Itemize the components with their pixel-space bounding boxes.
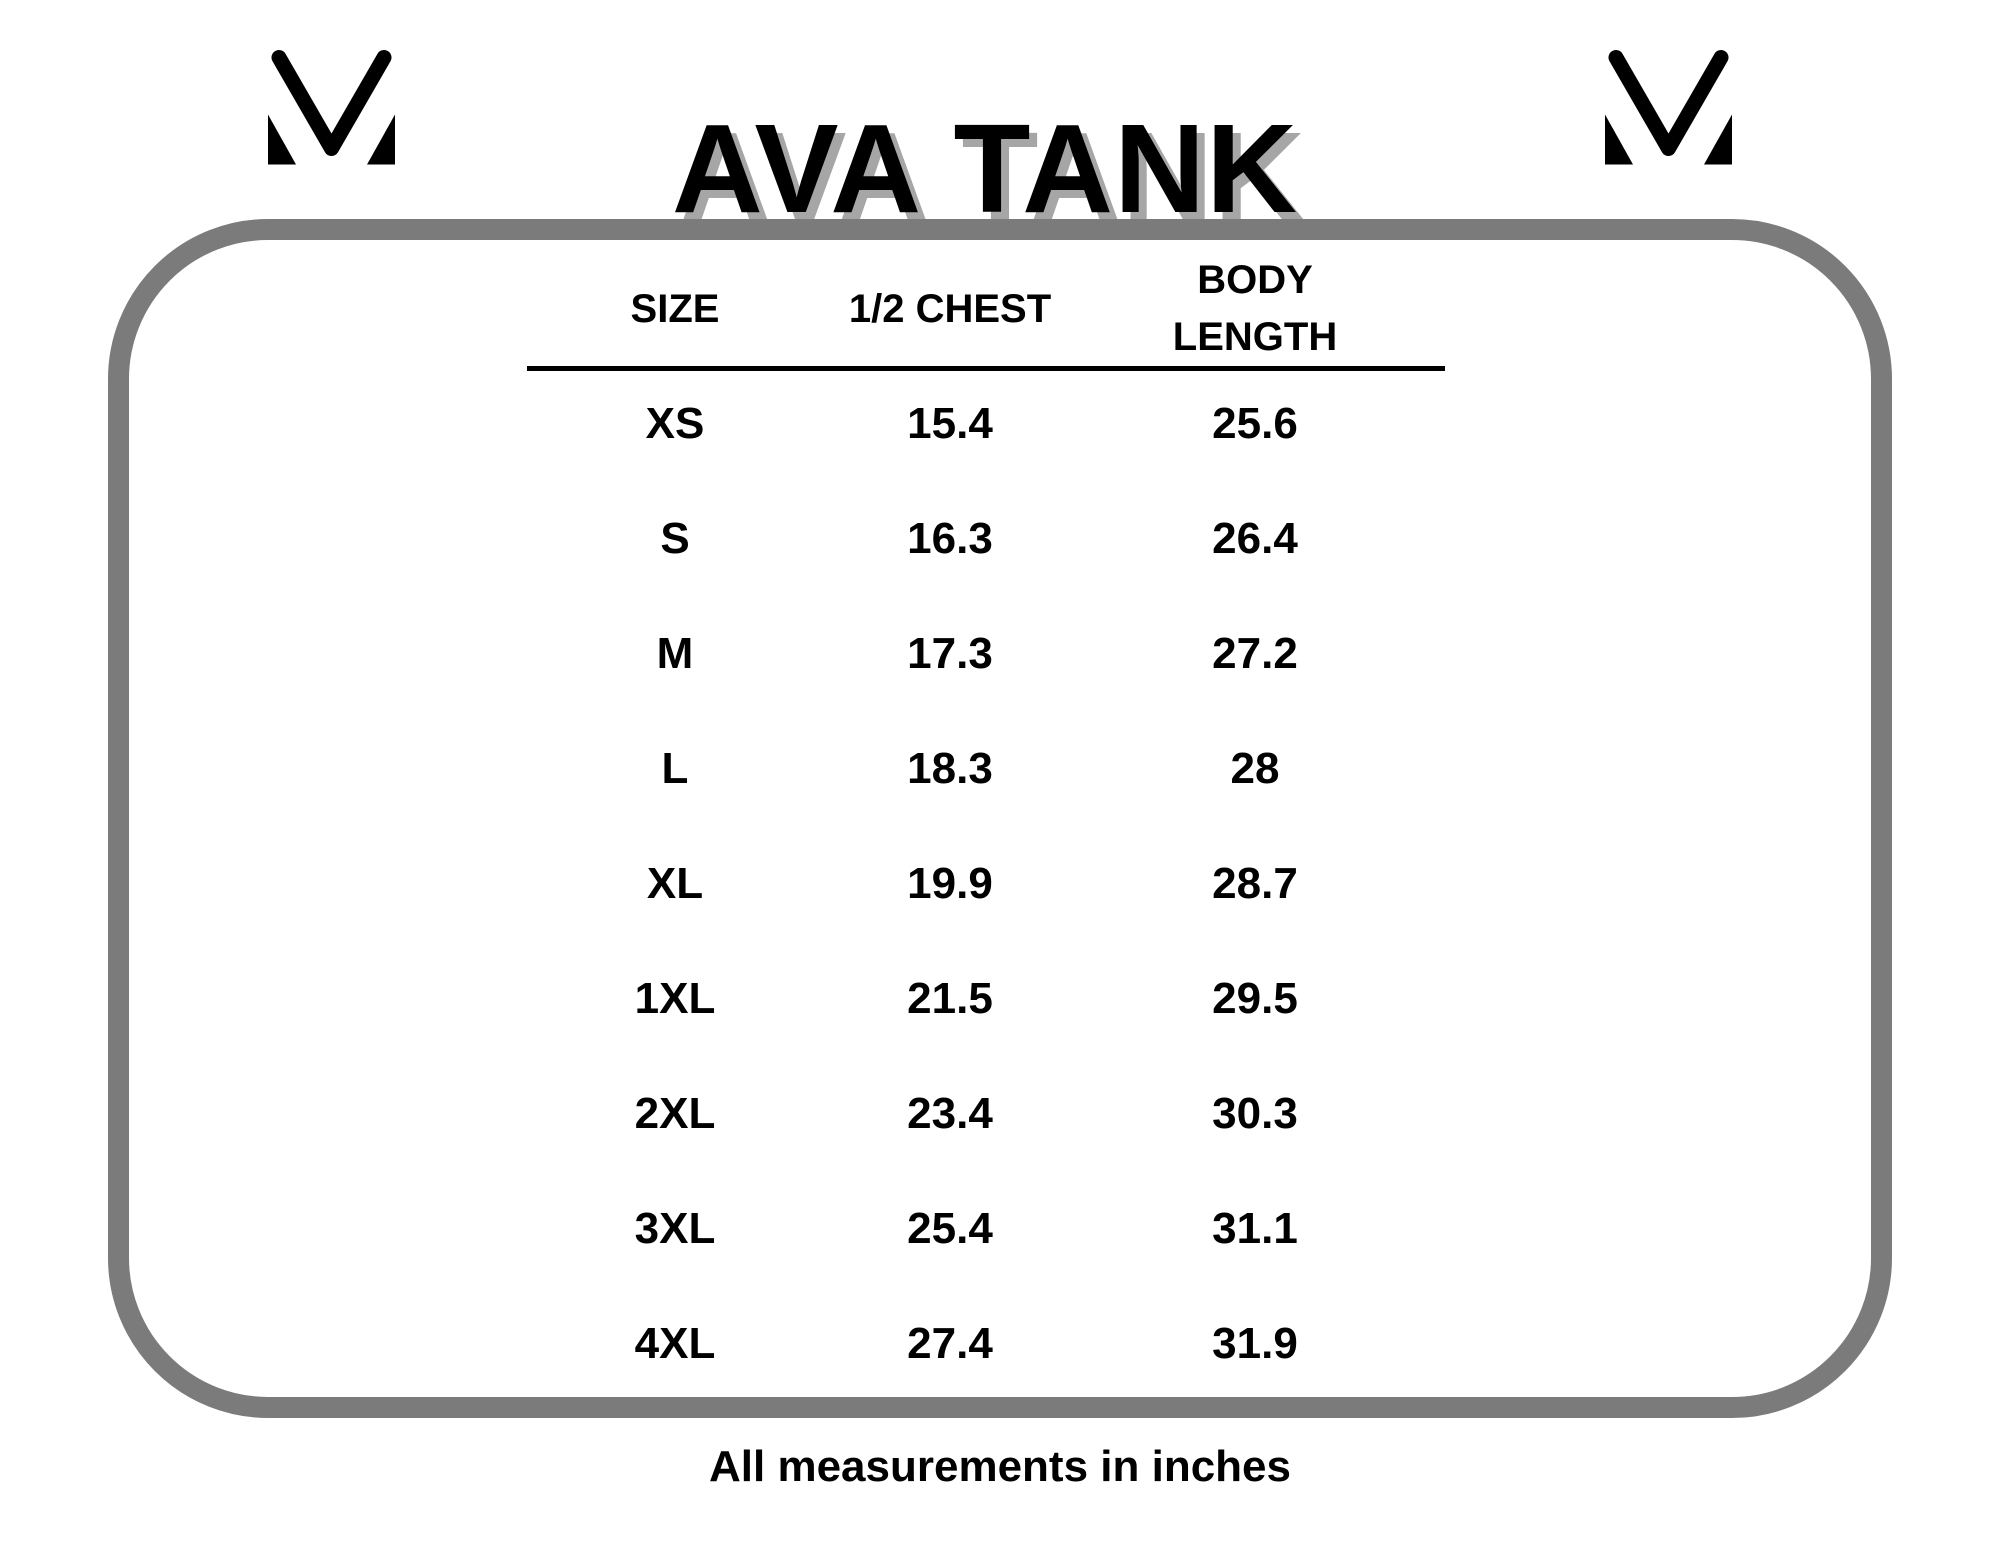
table-row: XL 19.9 28.7 — [530, 826, 1430, 941]
size-cell: 4XL — [634, 1318, 716, 1368]
body-length-cell: 29.5 — [1212, 973, 1298, 1023]
size-cell: M — [656, 628, 694, 678]
column-header-body-length: BODY LENGTH — [1080, 252, 1430, 366]
size-cell: L — [661, 743, 689, 793]
size-cell: 3XL — [634, 1203, 716, 1253]
half-chest-cell: 16.3 — [907, 513, 993, 563]
body-length-cell: 26.4 — [1212, 513, 1298, 563]
table-row: L 18.3 28 — [530, 711, 1430, 826]
table-header-row: SIZE 1/2 CHEST BODY LENGTH — [530, 252, 1430, 366]
half-chest-cell: 21.5 — [907, 973, 993, 1023]
table-row: 2XL 23.4 30.3 — [530, 1056, 1430, 1171]
body-length-cell: 25.6 — [1212, 398, 1298, 448]
monogram-right-triangle — [1704, 114, 1732, 165]
table-body: XS 15.4 25.6 S 16.3 26.4 M 17.3 27.2 L 1… — [530, 366, 1430, 1401]
monogram-v-stroke — [1608, 50, 1729, 156]
brand-monogram-icon — [268, 50, 395, 165]
monogram-left-triangle — [268, 114, 296, 165]
page-title: AVA TANK — [671, 97, 1299, 239]
size-cell: XL — [646, 858, 704, 908]
monogram-left-triangle — [1605, 114, 1633, 165]
brand-monogram-icon — [1605, 50, 1732, 165]
half-chest-cell: 25.4 — [907, 1203, 993, 1253]
column-header-body-length-label: BODY LENGTH — [1172, 258, 1338, 359]
table-row: M 17.3 27.2 — [530, 596, 1430, 711]
body-length-cell: 28 — [1230, 743, 1280, 793]
table-row: S 16.3 26.4 — [530, 481, 1430, 596]
body-length-cell: 31.9 — [1212, 1318, 1298, 1368]
table-row: 3XL 25.4 31.1 — [530, 1171, 1430, 1286]
monogram-v-stroke — [271, 50, 392, 156]
measurements-footnote: All measurements in inches — [709, 1442, 1291, 1491]
size-cell: 2XL — [634, 1088, 716, 1138]
column-header-half-chest: 1/2 CHEST — [848, 286, 1052, 331]
body-length-cell: 27.2 — [1212, 628, 1298, 678]
table-row: XS 15.4 25.6 — [530, 366, 1430, 481]
body-length-cell: 31.1 — [1212, 1203, 1298, 1253]
half-chest-cell: 15.4 — [907, 398, 993, 448]
half-chest-cell: 18.3 — [907, 743, 993, 793]
half-chest-cell: 23.4 — [907, 1088, 993, 1138]
size-table: SIZE 1/2 CHEST BODY LENGTH XS 15.4 25.6 … — [527, 252, 1445, 1401]
body-length-cell: 28.7 — [1212, 858, 1298, 908]
column-header-size: SIZE — [630, 286, 720, 331]
size-chart-frame — [108, 219, 1892, 1418]
half-chest-cell: 27.4 — [907, 1318, 993, 1368]
body-length-cell: 30.3 — [1212, 1088, 1298, 1138]
monogram-right-triangle — [367, 114, 395, 165]
table-row: 1XL 21.5 29.5 — [530, 941, 1430, 1056]
size-cell: S — [660, 513, 690, 563]
size-cell: 1XL — [634, 973, 716, 1023]
half-chest-cell: 17.3 — [907, 628, 993, 678]
half-chest-cell: 19.9 — [907, 858, 993, 908]
size-cell: XS — [645, 398, 705, 448]
table-row: 4XL 27.4 31.9 — [530, 1286, 1430, 1401]
header-divider — [527, 366, 1445, 371]
